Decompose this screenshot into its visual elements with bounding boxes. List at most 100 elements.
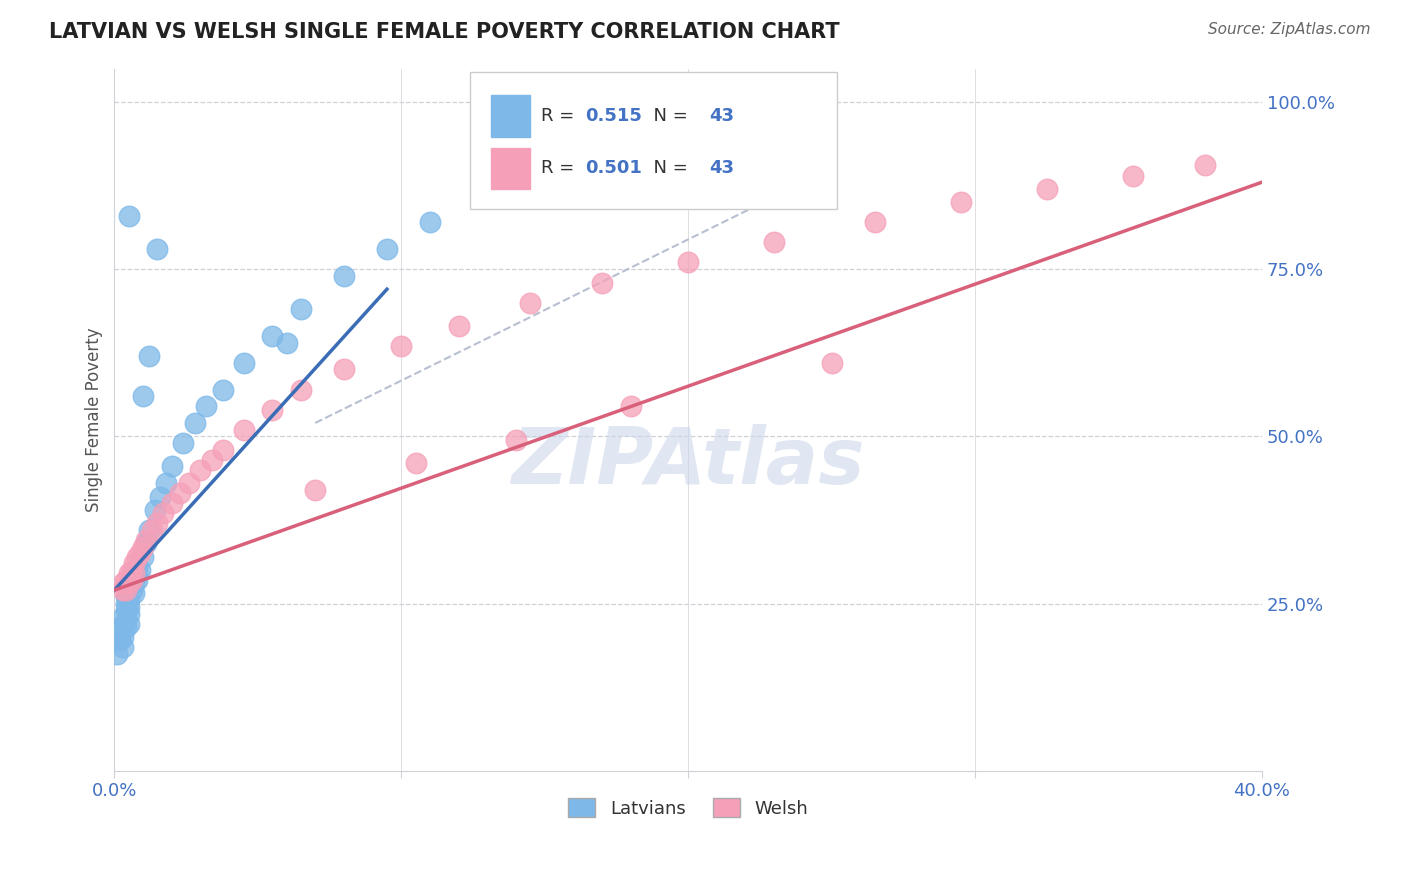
Point	[127, 559, 149, 574]
Point	[232, 423, 254, 437]
Point	[124, 557, 146, 571]
Point	[591, 276, 613, 290]
Point	[676, 255, 699, 269]
Point	[135, 533, 157, 547]
Point	[124, 576, 146, 591]
Point	[141, 523, 163, 537]
Point	[1035, 182, 1057, 196]
Point	[129, 546, 152, 560]
Point	[121, 583, 143, 598]
Point	[118, 566, 141, 581]
Point	[115, 620, 138, 634]
Point	[152, 506, 174, 520]
Text: R =: R =	[541, 160, 581, 178]
Point	[127, 566, 149, 581]
Point	[138, 349, 160, 363]
Point	[172, 436, 194, 450]
Point	[169, 486, 191, 500]
Point	[108, 620, 131, 634]
Point	[333, 362, 356, 376]
FancyBboxPatch shape	[470, 72, 838, 209]
Point	[290, 302, 312, 317]
Point	[118, 599, 141, 614]
Text: Source: ZipAtlas.com: Source: ZipAtlas.com	[1208, 22, 1371, 37]
Point	[863, 215, 886, 229]
Point	[184, 416, 207, 430]
Text: N =: N =	[643, 160, 693, 178]
Point	[620, 399, 643, 413]
Point	[115, 573, 138, 587]
Point	[232, 356, 254, 370]
Point	[405, 456, 427, 470]
Point	[132, 389, 155, 403]
Point	[146, 242, 169, 256]
Point	[519, 295, 541, 310]
Point	[763, 235, 786, 250]
Point	[111, 576, 134, 591]
Point	[129, 563, 152, 577]
Text: 43: 43	[709, 106, 734, 125]
Point	[121, 573, 143, 587]
Point	[132, 540, 155, 554]
Point	[124, 566, 146, 581]
Point	[111, 630, 134, 644]
Point	[118, 593, 141, 607]
Point	[262, 329, 284, 343]
Point	[177, 476, 200, 491]
Point	[419, 215, 441, 229]
Point	[118, 607, 141, 621]
Point	[143, 503, 166, 517]
Point	[111, 640, 134, 654]
Text: N =: N =	[643, 106, 693, 125]
Point	[105, 647, 128, 661]
Y-axis label: Single Female Poverty: Single Female Poverty	[86, 327, 103, 512]
Point	[124, 586, 146, 600]
Point	[820, 356, 842, 370]
Point	[262, 402, 284, 417]
Point	[127, 549, 149, 564]
FancyBboxPatch shape	[491, 148, 530, 189]
FancyBboxPatch shape	[491, 95, 530, 136]
Point	[108, 633, 131, 648]
Point	[127, 573, 149, 587]
Point	[447, 318, 470, 333]
Point	[304, 483, 326, 497]
Point	[118, 576, 141, 591]
Text: 43: 43	[709, 160, 734, 178]
Point	[389, 339, 412, 353]
Point	[138, 523, 160, 537]
Point	[1194, 159, 1216, 173]
Point	[505, 433, 527, 447]
Legend: Latvians, Welsh: Latvians, Welsh	[561, 791, 815, 825]
Point	[118, 616, 141, 631]
Point	[212, 383, 235, 397]
Point	[949, 195, 972, 210]
Point	[201, 452, 224, 467]
Point	[195, 399, 218, 413]
Point	[115, 597, 138, 611]
Point	[146, 516, 169, 531]
Point	[121, 563, 143, 577]
Point	[111, 610, 134, 624]
Point	[115, 590, 138, 604]
Point	[290, 383, 312, 397]
Text: 0.501: 0.501	[585, 160, 641, 178]
Point	[212, 442, 235, 457]
Point	[108, 630, 131, 644]
Point	[1122, 169, 1144, 183]
Point	[115, 603, 138, 617]
Point	[118, 209, 141, 223]
Text: R =: R =	[541, 106, 581, 125]
Point	[115, 613, 138, 627]
Point	[190, 463, 212, 477]
Point	[132, 549, 155, 564]
Point	[111, 620, 134, 634]
Text: 0.515: 0.515	[585, 106, 641, 125]
Text: ZIPAtlas: ZIPAtlas	[512, 424, 865, 500]
Point	[160, 459, 183, 474]
Text: LATVIAN VS WELSH SINGLE FEMALE POVERTY CORRELATION CHART: LATVIAN VS WELSH SINGLE FEMALE POVERTY C…	[49, 22, 839, 42]
Point	[121, 573, 143, 587]
Point	[276, 335, 298, 350]
Point	[160, 496, 183, 510]
Point	[115, 583, 138, 598]
